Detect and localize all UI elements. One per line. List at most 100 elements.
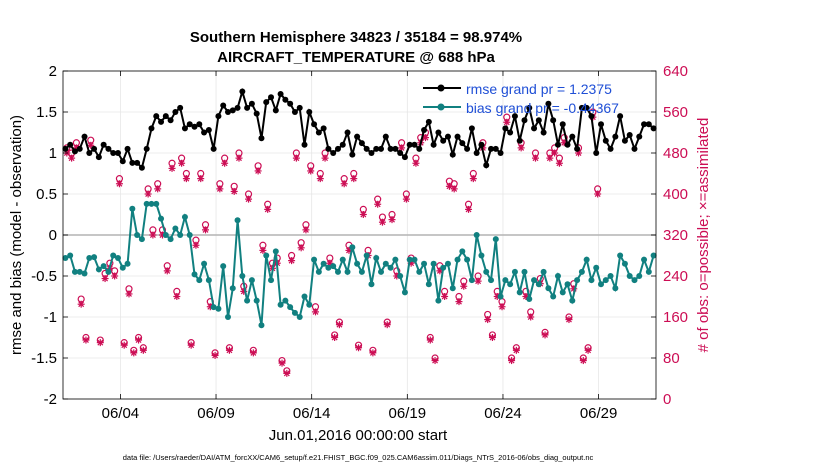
rmse-point [81, 133, 88, 140]
assimilated-marker [278, 359, 286, 367]
bias-point [272, 248, 279, 255]
rmse-point [229, 107, 236, 114]
assimilated-marker [584, 346, 592, 354]
rmse-point [559, 121, 566, 128]
bias-point [636, 273, 643, 279]
y2-tick-label: 80 [663, 350, 680, 367]
bias-point [488, 277, 495, 284]
assimilated-marker [187, 341, 195, 349]
bias-point [153, 200, 160, 207]
rmse-point [158, 118, 165, 125]
y-tick-label: 2 [49, 63, 57, 80]
bias-series [62, 200, 657, 329]
bias-point [468, 277, 475, 284]
rmse-point [62, 145, 69, 152]
assimilated-marker [82, 336, 90, 344]
rmse-point [105, 145, 112, 152]
rmse-point [205, 127, 212, 134]
assimilated-marker [594, 190, 602, 198]
rmse-point [521, 117, 528, 124]
rmse-point [320, 125, 327, 132]
bias-point [277, 301, 284, 308]
bias-point [186, 232, 193, 238]
assimilated-marker [182, 175, 190, 183]
bias-point [148, 200, 155, 207]
bias-point [81, 270, 88, 277]
x-tick-label: 06/19 [389, 405, 427, 422]
rmse-point [416, 145, 423, 152]
rmse-point [550, 117, 557, 124]
bias-point [172, 225, 179, 232]
rmse-point [196, 121, 203, 128]
y2-tick-label: 480 [663, 145, 688, 162]
rmse-point [497, 150, 504, 156]
rmse-point [263, 99, 270, 106]
chart-title: Southern Hemisphere 34823 / 35184 = 98.9… [190, 29, 522, 46]
rmse-point [287, 100, 294, 107]
assimilated-marker [312, 308, 320, 316]
rmse-line [64, 87, 655, 170]
rmse-point [239, 88, 246, 95]
bias-point [181, 213, 188, 220]
x-tick-label: 06/24 [484, 405, 522, 422]
rmse-point [177, 104, 184, 111]
rmse-point [248, 100, 255, 107]
y-tick-label: 0.5 [36, 186, 57, 203]
bias-point [511, 268, 518, 275]
rmse-point [110, 150, 117, 156]
rmse-point [473, 150, 480, 156]
assimilated-marker [292, 154, 300, 162]
assimilated-marker [68, 154, 76, 162]
bias-point [167, 236, 174, 243]
rmse-point [535, 117, 542, 124]
rmse-point [162, 113, 169, 120]
rmse-point [258, 135, 265, 142]
rmse-point [511, 113, 518, 120]
bias-point [76, 268, 83, 275]
bias-point [378, 268, 385, 275]
rmse-point [382, 133, 389, 140]
bias-point [138, 236, 145, 243]
bias-point [578, 268, 585, 275]
bias-line [64, 202, 655, 326]
rmse-point [626, 131, 633, 138]
assimilated-marker [77, 300, 85, 308]
rmse-point [631, 145, 638, 152]
assimilated-marker [283, 369, 291, 377]
rmse-point [650, 125, 657, 132]
chart-subtitle: AIRCRAFT_TEMPERATURE @ 688 hPa [217, 49, 495, 66]
bias-point [583, 256, 590, 263]
y-tick-label: -1 [44, 309, 57, 326]
assimilated-marker [101, 275, 109, 283]
rmse-point [244, 104, 251, 111]
assimilated-marker [579, 357, 587, 365]
assimilated-marker [221, 159, 229, 167]
assimilated-marker [431, 357, 439, 365]
rmse-point [502, 125, 509, 132]
bias-point [177, 232, 184, 238]
rmse-point [459, 140, 466, 147]
data-file-footnote: data file: /Users/raeder/DAI/ATM_forcXX/… [123, 453, 594, 462]
rmse-point [95, 154, 102, 161]
bias-point [397, 273, 404, 279]
rmse-point [569, 133, 576, 140]
bias-point [311, 256, 318, 263]
bias-point [62, 254, 69, 261]
rmse-point [401, 154, 408, 161]
bias-point [421, 260, 428, 267]
rmse-point [387, 145, 394, 152]
assimilated-marker [144, 190, 152, 198]
bias-point [248, 277, 255, 284]
bias-point [215, 305, 222, 312]
bias-point [105, 268, 112, 275]
rmse-point [602, 137, 609, 144]
rmse-point [373, 145, 380, 152]
x-axis: 06/04 06/09 06/14 06/19 06/24 06/29 [102, 71, 617, 422]
bias-point [440, 264, 447, 271]
bias-point [325, 264, 332, 271]
assimilated-marker [197, 175, 205, 183]
assimilated-marker [455, 298, 463, 306]
rmse-point [435, 129, 442, 136]
assimilated-marker [173, 293, 181, 300]
bias-point [358, 268, 365, 275]
